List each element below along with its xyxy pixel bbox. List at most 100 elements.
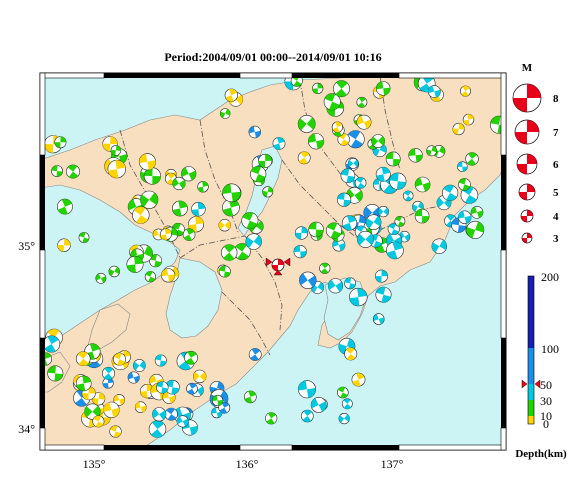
mechanism-ball[interactable]: [149, 373, 164, 389]
mechanism-ball[interactable]: [138, 153, 156, 171]
mechanism-ball[interactable]: [159, 228, 172, 241]
mechanism-ball[interactable]: [372, 313, 385, 325]
mechanism-ball[interactable]: [308, 133, 325, 150]
mechanism-ball[interactable]: [54, 136, 67, 149]
mechanism-ball[interactable]: [134, 401, 147, 414]
mechanism-ball[interactable]: [258, 153, 273, 168]
mechanism-ball[interactable]: [377, 206, 390, 218]
mechanism-ball[interactable]: [144, 271, 156, 283]
mechanism-ball[interactable]: [387, 223, 400, 236]
mechanism-ball[interactable]: [374, 269, 388, 283]
mechanism-ball[interactable]: [156, 381, 169, 394]
mechanism-ball[interactable]: [426, 145, 437, 157]
mechanism-ball[interactable]: [293, 245, 307, 259]
selected-event-marker[interactable]: [265, 257, 291, 276]
mechanism-ball[interactable]: [78, 232, 90, 243]
mechanism-ball[interactable]: [465, 152, 479, 166]
mechanism-ball[interactable]: [57, 198, 73, 215]
mechanism-ball[interactable]: [219, 108, 231, 119]
mechanism-ball[interactable]: [143, 167, 161, 185]
mechanism-ball[interactable]: [414, 176, 431, 193]
mechanism-ball[interactable]: [354, 177, 367, 189]
mechanism-ball[interactable]: [188, 216, 205, 233]
mechanism-ball[interactable]: [462, 113, 475, 126]
mechanism-ball[interactable]: [327, 278, 344, 294]
mechanism-ball[interactable]: [95, 272, 107, 284]
mechanism-ball[interactable]: [333, 80, 350, 98]
mechanism-ball[interactable]: [66, 164, 81, 179]
mechanism-ball[interactable]: [84, 343, 101, 360]
mechanism-ball[interactable]: [51, 165, 63, 177]
mechanism-ball[interactable]: [385, 151, 401, 167]
mechanism-ball[interactable]: [356, 230, 374, 248]
mechanism-ball[interactable]: [344, 277, 356, 290]
mechanism-ball[interactable]: [140, 190, 159, 209]
mechanism-ball[interactable]: [218, 265, 231, 278]
mechanism-ball[interactable]: [436, 195, 452, 211]
mechanism-ball[interactable]: [452, 122, 465, 136]
mechanism-ball[interactable]: [172, 176, 186, 191]
mechanism-ball[interactable]: [341, 215, 358, 231]
mechanism-ball[interactable]: [250, 166, 267, 183]
mechanism-ball[interactable]: [414, 208, 430, 224]
mechanism-ball[interactable]: [102, 366, 116, 380]
mechanism-ball[interactable]: [184, 350, 198, 365]
mechanism-ball[interactable]: [182, 228, 196, 241]
mechanism-ball[interactable]: [57, 238, 71, 252]
mechanism-ball[interactable]: [376, 81, 391, 96]
mechanism-ball[interactable]: [308, 221, 324, 238]
mechanism-ball[interactable]: [375, 166, 391, 182]
mechanism-ball[interactable]: [152, 407, 167, 422]
mechanism-ball[interactable]: [47, 365, 64, 382]
mechanism-ball[interactable]: [127, 371, 140, 384]
mechanism-ball[interactable]: [164, 407, 178, 421]
mechanism-ball[interactable]: [340, 168, 356, 183]
mechanism-ball[interactable]: [248, 348, 262, 361]
mechanism-ball[interactable]: [408, 148, 423, 163]
mechanism-ball[interactable]: [356, 114, 372, 130]
mechanism-ball[interactable]: [325, 222, 342, 239]
mechanism-ball[interactable]: [154, 354, 167, 367]
mechanism-ball[interactable]: [297, 151, 311, 165]
mechanism-ball[interactable]: [171, 200, 188, 217]
mechanism-ball[interactable]: [375, 286, 392, 303]
mechanism-ball[interactable]: [132, 206, 150, 224]
mechanism-ball[interactable]: [394, 215, 406, 227]
mechanism-ball[interactable]: [245, 233, 262, 250]
mechanism-ball[interactable]: [262, 186, 274, 198]
mechanism-ball[interactable]: [43, 335, 61, 353]
mechanism-ball[interactable]: [91, 392, 106, 406]
mechanism-ball[interactable]: [299, 271, 317, 289]
mechanism-ball[interactable]: [466, 220, 485, 239]
mechanism-ball[interactable]: [186, 382, 198, 395]
mechanism-ball[interactable]: [75, 351, 91, 367]
mechanism-ball[interactable]: [442, 184, 459, 201]
mechanism-ball[interactable]: [310, 396, 327, 413]
mechanism-ball[interactable]: [331, 121, 344, 133]
mechanism-ball[interactable]: [319, 262, 331, 274]
mechanism-ball[interactable]: [300, 409, 314, 423]
mechanism-ball[interactable]: [346, 130, 365, 149]
mechanism-ball[interactable]: [341, 398, 353, 410]
mechanism-ball[interactable]: [337, 192, 352, 207]
mechanism-ball[interactable]: [265, 412, 278, 425]
mechanism-ball[interactable]: [470, 206, 484, 219]
mechanism-ball[interactable]: [365, 214, 382, 230]
mechanism-ball[interactable]: [197, 181, 209, 193]
mechanism-ball[interactable]: [402, 190, 414, 202]
mechanism-ball[interactable]: [356, 96, 368, 108]
mechanism-ball[interactable]: [176, 415, 189, 428]
mechanism-ball[interactable]: [459, 85, 471, 97]
mechanism-ball[interactable]: [457, 161, 468, 172]
mechanism-ball[interactable]: [248, 125, 262, 139]
mechanism-ball[interactable]: [338, 413, 350, 425]
mechanism-ball[interactable]: [344, 347, 358, 361]
mechanism-ball[interactable]: [431, 238, 447, 254]
mechanism-ball[interactable]: [191, 202, 206, 217]
mechanism-ball[interactable]: [312, 82, 324, 94]
mechanism-ball[interactable]: [224, 88, 238, 102]
mechanism-ball[interactable]: [458, 210, 472, 224]
mechanism-ball[interactable]: [126, 255, 144, 273]
mechanism-ball[interactable]: [113, 352, 126, 366]
mechanism-ball[interactable]: [108, 265, 121, 278]
